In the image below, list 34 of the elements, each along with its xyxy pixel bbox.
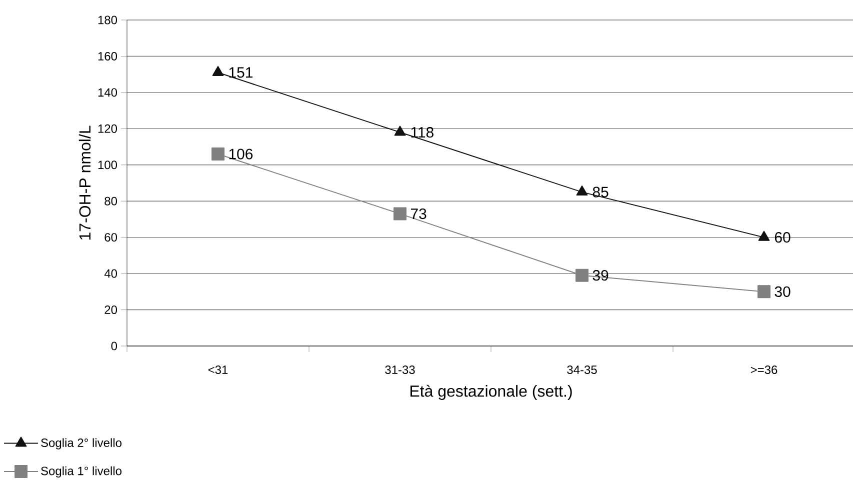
x-tick-label: >=36	[750, 366, 778, 374]
data-label: 39	[592, 270, 608, 281]
y-tick-label: 180	[98, 16, 118, 24]
y-tick-label: 140	[98, 88, 118, 97]
y-axis-title: 17-OH-P nmol/L	[78, 126, 91, 240]
y-tick-label: 100	[98, 160, 118, 170]
data-label: 73	[410, 208, 426, 220]
y-tick-label: 120	[98, 124, 118, 133]
y-tick-label: 160	[98, 52, 118, 60]
point	[212, 148, 224, 161]
point	[758, 230, 770, 241]
point	[758, 285, 771, 298]
x-tick-label: <31	[208, 366, 228, 374]
x-tick-label: 31-33	[385, 366, 415, 374]
legend-label: Soglia 2° livello	[41, 438, 122, 450]
y-tick-label: 40	[104, 269, 118, 278]
y-tick-label: 80	[104, 196, 118, 206]
data-label: 85	[592, 186, 608, 198]
point	[394, 126, 406, 136]
data-label: 118	[411, 126, 434, 138]
legend-label: Soglia 1° livello	[41, 466, 122, 478]
data-label: 151	[229, 67, 252, 78]
point	[394, 207, 406, 220]
y-tick-label: 0	[111, 342, 118, 350]
y-tick-label: 20	[104, 306, 118, 314]
data-label: 30	[774, 286, 790, 297]
point	[576, 268, 589, 282]
data-label: 106	[229, 148, 253, 160]
y-tick-label: 60	[104, 233, 118, 242]
x-tick-label: 34-35	[567, 366, 597, 374]
point	[212, 66, 224, 76]
data-label: 60	[774, 232, 790, 243]
point	[576, 186, 588, 196]
x-axis-title: Età gestazionale (sett.)	[410, 384, 572, 400]
